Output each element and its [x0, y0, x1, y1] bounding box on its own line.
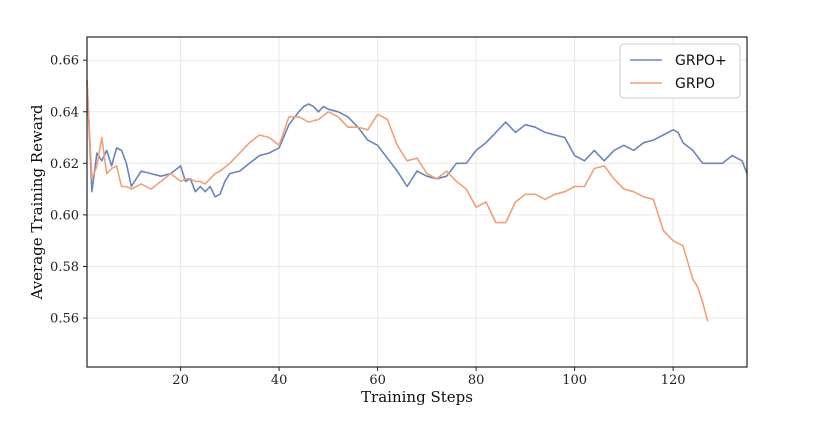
x-tick-label: 80	[468, 373, 485, 388]
series-line-grpo	[86, 80, 709, 322]
legend-label-grpo: GRPO	[675, 76, 715, 92]
plot-frame	[86, 36, 748, 368]
y-tick-label: 0.66	[50, 54, 79, 69]
y-axis-ticks: 0.56 0.58 0.60 0.62 0.64 0.66	[50, 54, 87, 327]
y-tick-label: 0.58	[50, 260, 79, 275]
x-tick-label: 60	[369, 373, 386, 388]
x-tick-label: 120	[661, 373, 686, 388]
x-tick-label: 100	[562, 373, 587, 388]
y-axis-label: Average Training Reward	[28, 104, 46, 300]
y-tick-label: 0.62	[50, 157, 79, 172]
y-tick-label: 0.56	[50, 312, 79, 327]
x-axis-label: Training Steps	[361, 388, 473, 406]
y-tick-label: 0.64	[50, 105, 79, 120]
y-tick-label: 0.60	[50, 208, 79, 223]
legend: GRPO+ GRPO	[619, 43, 741, 99]
series-lines	[86, 80, 748, 322]
x-tick-label: 40	[271, 373, 288, 388]
legend-box	[619, 43, 741, 99]
x-tick-label: 20	[172, 373, 189, 388]
series-line-grpo-plus	[86, 80, 748, 198]
x-axis-ticks: 20 40 60 80 100 120	[172, 367, 686, 388]
legend-label-grpo-plus: GRPO+	[675, 53, 727, 69]
